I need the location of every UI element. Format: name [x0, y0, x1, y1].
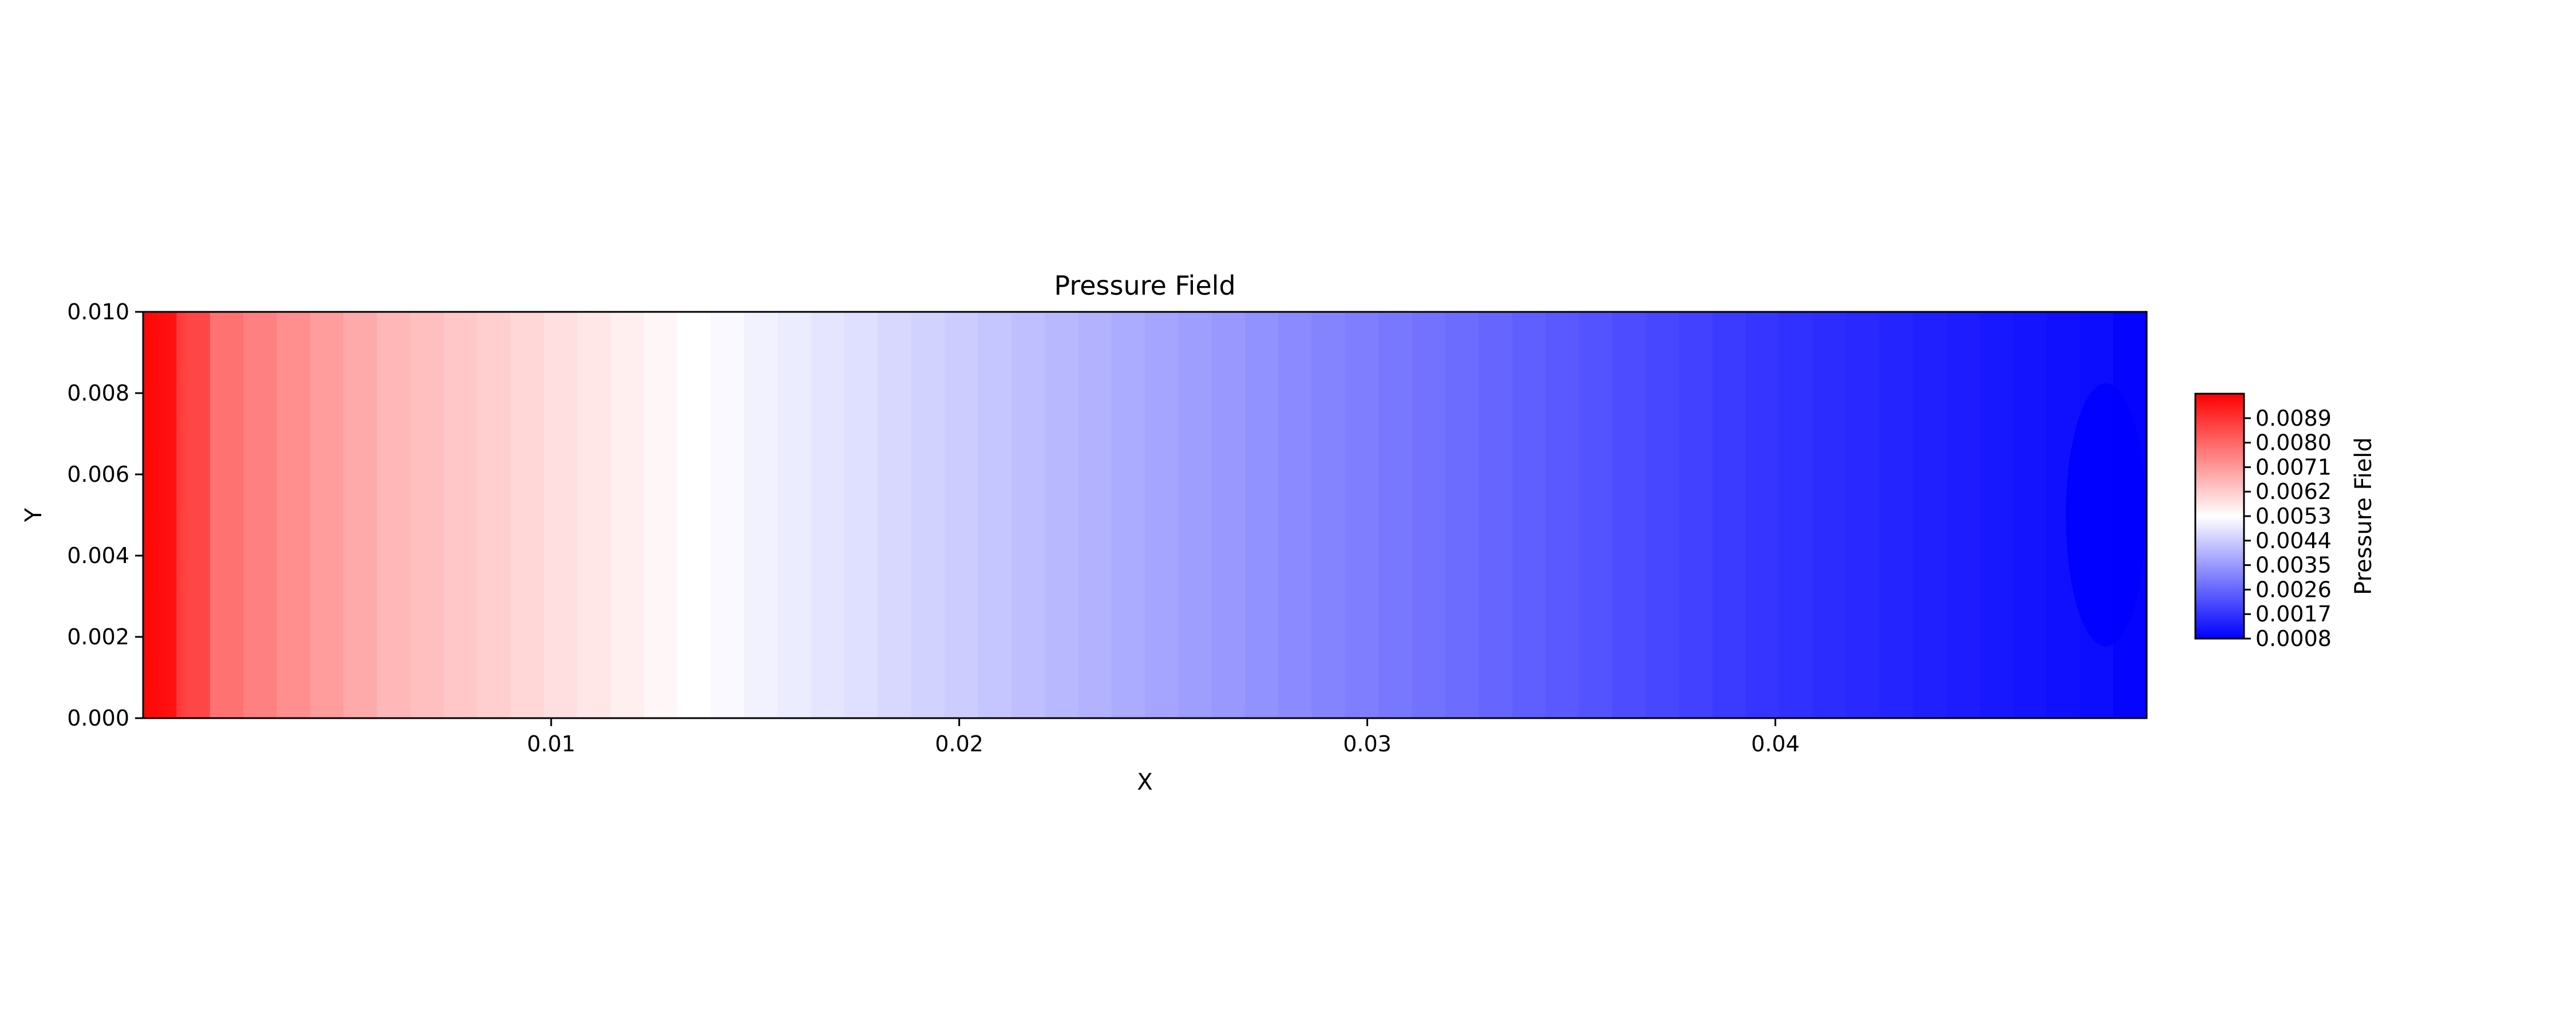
pressure-band — [1345, 312, 1380, 718]
y-axis: 0.000 0.002 0.004 0.006 0.008 0.010 — [67, 299, 143, 731]
pressure-band — [1712, 312, 1747, 718]
y-tick-label: 0.010 — [67, 299, 129, 324]
pressure-band — [310, 312, 344, 718]
pressure-band — [945, 312, 979, 718]
pressure-band — [444, 312, 478, 718]
pressure-band — [1479, 312, 1513, 718]
colorbar-tick-label: 0.0062 — [2255, 479, 2332, 504]
x-tick-label: 0.01 — [527, 731, 576, 756]
pressure-band — [1946, 312, 1981, 718]
pressure-band — [1378, 312, 1413, 718]
pressure-band — [1812, 312, 1847, 718]
pressure-band — [644, 312, 678, 718]
colorbar-tick-label: 0.0071 — [2255, 454, 2332, 480]
y-tick-label: 0.008 — [67, 381, 129, 406]
pressure-field-heatmap — [143, 312, 2147, 718]
pressure-band — [1178, 312, 1212, 718]
y-tick-label: 0.006 — [67, 462, 129, 487]
pressure-band — [1646, 312, 1680, 718]
pressure-band — [1512, 312, 1546, 718]
pressure-band — [677, 312, 712, 718]
pressure-band — [510, 312, 544, 718]
pressure-band — [1111, 312, 1145, 718]
colorbar-tick-label: 0.0089 — [2255, 406, 2332, 431]
plot-frame — [142, 311, 2148, 719]
pressure-band — [343, 312, 378, 718]
y-tick-label: 0.004 — [67, 543, 129, 568]
pressure-band — [1445, 312, 1480, 718]
colorbar-ticks: 0.00080.00170.00260.00350.00440.00530.00… — [2244, 406, 2332, 651]
pressure-band — [1846, 312, 1880, 718]
pressure-band — [1011, 312, 1045, 718]
colorbar-fill — [2195, 394, 2244, 639]
pressure-band — [710, 312, 745, 718]
pressure-band — [844, 312, 879, 718]
x-tick-label: 0.03 — [1343, 731, 1392, 756]
x-tick-label: 0.04 — [1751, 731, 1800, 756]
pressure-band — [978, 312, 1012, 718]
inlet-high-pressure-corners — [143, 312, 189, 718]
colorbar-tick-label: 0.0080 — [2255, 430, 2332, 455]
pressure-band — [1612, 312, 1646, 718]
pressure-band — [377, 312, 411, 718]
pressure-band — [210, 312, 244, 718]
pressure-band — [410, 312, 444, 718]
colorbar-tick-label: 0.0053 — [2255, 504, 2332, 529]
pressure-band — [1078, 312, 1112, 718]
colorbar-tick-label: 0.0008 — [2255, 626, 2332, 651]
colorbar-tick-label: 0.0035 — [2255, 553, 2332, 578]
pressure-band — [1913, 312, 1947, 718]
y-tick-label: 0.002 — [67, 624, 129, 649]
pressure-band — [1746, 312, 1780, 718]
pressure-band — [878, 312, 912, 718]
colorbar-tick-label: 0.0044 — [2255, 528, 2332, 553]
pressure-band — [1245, 312, 1279, 718]
pressure-band — [1311, 312, 1346, 718]
plot-area — [142, 311, 2148, 719]
y-axis-label: Y — [21, 508, 47, 522]
pressure-band — [744, 312, 779, 718]
pressure-band — [1546, 312, 1580, 718]
colorbar-label: Pressure Field — [2350, 437, 2377, 595]
pressure-band — [1980, 312, 2014, 718]
pressure-band — [276, 312, 311, 718]
y-tick-label: 0.000 — [67, 706, 129, 731]
pressure-band — [911, 312, 945, 718]
pressure-band — [577, 312, 611, 718]
colorbar-tick-label: 0.0026 — [2255, 577, 2332, 602]
pressure-band — [2013, 312, 2047, 718]
pressure-band — [610, 312, 645, 718]
outlet-low-pressure-region — [2065, 383, 2146, 647]
colorbar: 0.00080.00170.00260.00350.00440.00530.00… — [2194, 393, 2377, 651]
pressure-band — [1045, 312, 1079, 718]
pressure-band — [1412, 312, 1446, 718]
pressure-band — [811, 312, 845, 718]
pressure-band — [1579, 312, 1613, 718]
x-axis-label: X — [1137, 769, 1152, 795]
x-axis: 0.01 0.02 0.03 0.04 — [527, 718, 1800, 756]
colorbar-tick-label: 0.0017 — [2255, 601, 2332, 627]
pressure-band — [544, 312, 578, 718]
x-tick-label: 0.02 — [935, 731, 983, 756]
pressure-band — [243, 312, 278, 718]
pressure-band — [1211, 312, 1246, 718]
chart-title: Pressure Field — [1054, 270, 1235, 301]
pressure-band — [1145, 312, 1179, 718]
pressure-band — [1879, 312, 1914, 718]
pressure-band — [1779, 312, 1814, 718]
pressure-band — [477, 312, 511, 718]
pressure-band — [1679, 312, 1713, 718]
pressure-band — [777, 312, 812, 718]
pressure-band — [1278, 312, 1313, 718]
